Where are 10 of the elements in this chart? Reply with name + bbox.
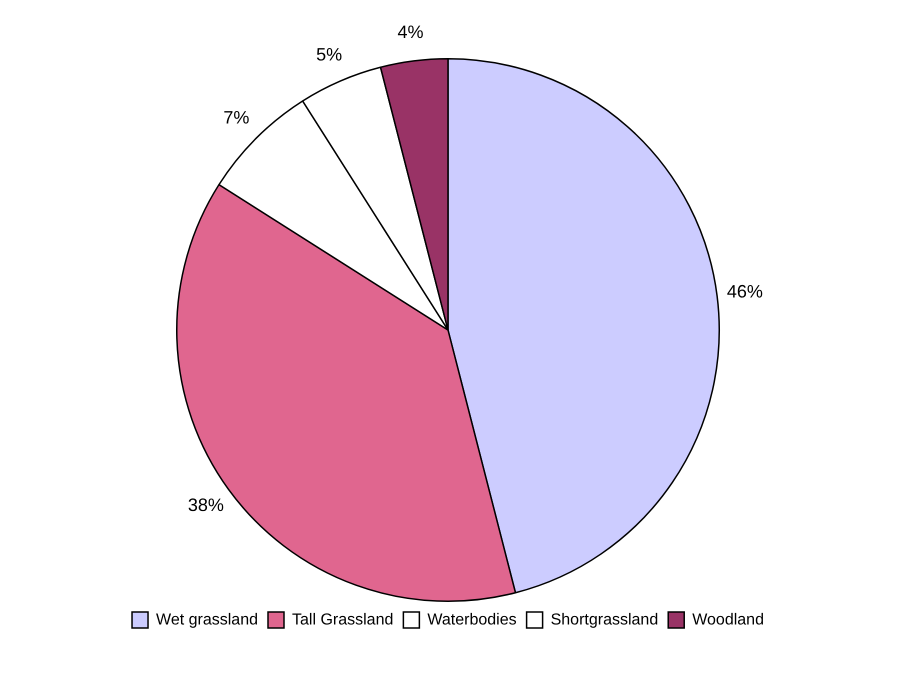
data-label: 7% xyxy=(223,107,250,128)
data-label: 5% xyxy=(316,44,342,64)
data-label: 38% xyxy=(188,494,224,515)
legend-label: Shortgrassland xyxy=(550,611,658,628)
data-label: 4% xyxy=(397,22,424,42)
legend-label: Waterbodies xyxy=(427,611,517,628)
legend-label: Wet grassland xyxy=(156,611,258,628)
data-label: 46% xyxy=(726,281,763,302)
legend-label: Tall Grassland xyxy=(292,611,394,628)
legend-label: Woodland xyxy=(692,611,764,628)
